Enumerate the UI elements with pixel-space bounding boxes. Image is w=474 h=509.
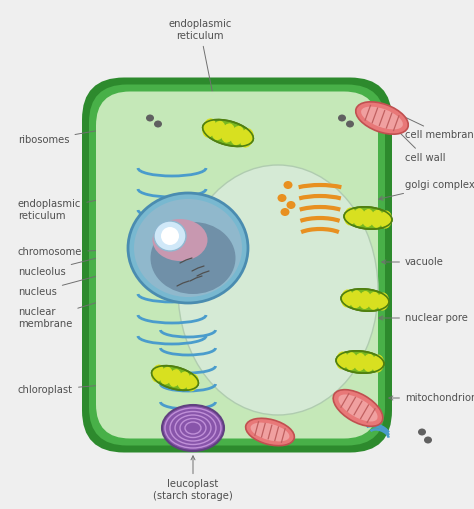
- Text: endoplasmic
reticulum: endoplasmic reticulum: [168, 19, 232, 136]
- Ellipse shape: [162, 405, 224, 451]
- Ellipse shape: [371, 210, 383, 228]
- Text: cell wall: cell wall: [393, 126, 446, 163]
- Ellipse shape: [134, 199, 242, 297]
- Ellipse shape: [151, 222, 236, 294]
- FancyBboxPatch shape: [96, 92, 378, 438]
- Text: golgi complex: golgi complex: [379, 180, 474, 200]
- Ellipse shape: [353, 208, 365, 226]
- Ellipse shape: [277, 194, 286, 202]
- Ellipse shape: [202, 118, 216, 137]
- Ellipse shape: [363, 354, 375, 372]
- FancyBboxPatch shape: [82, 77, 392, 453]
- Ellipse shape: [154, 121, 162, 127]
- Ellipse shape: [186, 374, 199, 391]
- Ellipse shape: [146, 115, 154, 122]
- Ellipse shape: [178, 165, 378, 415]
- Ellipse shape: [346, 121, 354, 127]
- Ellipse shape: [345, 352, 357, 370]
- Text: mitochondrion: mitochondrion: [389, 393, 474, 403]
- Ellipse shape: [151, 364, 164, 382]
- Ellipse shape: [344, 207, 392, 229]
- Ellipse shape: [251, 422, 290, 441]
- FancyBboxPatch shape: [89, 84, 385, 445]
- Text: nucleus: nucleus: [18, 255, 171, 297]
- Ellipse shape: [424, 437, 432, 443]
- Ellipse shape: [283, 181, 292, 189]
- Ellipse shape: [336, 351, 384, 373]
- Ellipse shape: [152, 365, 198, 390]
- Ellipse shape: [333, 390, 383, 427]
- Ellipse shape: [169, 369, 181, 387]
- Ellipse shape: [161, 227, 179, 245]
- Ellipse shape: [338, 394, 378, 421]
- Ellipse shape: [344, 208, 356, 225]
- Ellipse shape: [372, 355, 384, 373]
- Ellipse shape: [153, 219, 208, 261]
- Ellipse shape: [341, 289, 389, 311]
- Ellipse shape: [377, 293, 389, 310]
- Ellipse shape: [221, 123, 235, 143]
- Text: nuclear pore: nuclear pore: [379, 313, 468, 323]
- Ellipse shape: [354, 353, 366, 371]
- Text: endoplasmic
reticulum: endoplasmic reticulum: [18, 188, 151, 221]
- Ellipse shape: [362, 209, 374, 227]
- Ellipse shape: [368, 292, 380, 310]
- Ellipse shape: [203, 120, 253, 147]
- Ellipse shape: [338, 115, 346, 122]
- Text: nucleolus: nucleolus: [18, 238, 171, 277]
- Text: leucoplast
(starch storage): leucoplast (starch storage): [153, 456, 233, 501]
- Ellipse shape: [154, 221, 186, 251]
- Ellipse shape: [281, 208, 290, 216]
- Ellipse shape: [350, 290, 362, 308]
- Ellipse shape: [359, 291, 371, 309]
- Ellipse shape: [380, 211, 392, 229]
- Ellipse shape: [246, 418, 294, 446]
- Ellipse shape: [356, 102, 408, 134]
- Ellipse shape: [128, 193, 248, 303]
- Ellipse shape: [418, 429, 426, 436]
- Ellipse shape: [286, 201, 295, 209]
- Text: vacuole: vacuole: [382, 257, 444, 267]
- Ellipse shape: [230, 126, 244, 145]
- Ellipse shape: [212, 121, 226, 140]
- Text: cell membrane: cell membrane: [393, 111, 474, 140]
- Text: ribosomes: ribosomes: [18, 121, 148, 145]
- Ellipse shape: [341, 290, 353, 307]
- Ellipse shape: [240, 128, 254, 148]
- Ellipse shape: [336, 351, 348, 370]
- Text: nuclear
membrane: nuclear membrane: [18, 286, 151, 329]
- Ellipse shape: [177, 372, 190, 389]
- Text: chromosome: chromosome: [18, 246, 181, 257]
- Ellipse shape: [160, 367, 173, 384]
- Ellipse shape: [361, 106, 403, 129]
- Text: chloroplast: chloroplast: [18, 379, 158, 395]
